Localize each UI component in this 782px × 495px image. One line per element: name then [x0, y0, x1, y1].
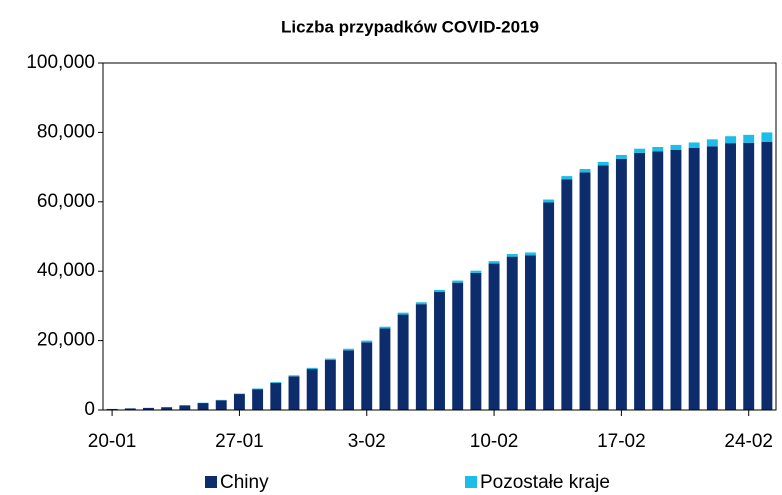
bar: [615, 158, 627, 410]
bar: [124, 408, 136, 410]
bar: [452, 280, 464, 283]
bar: [452, 282, 464, 410]
y-tick-label: 100,000: [26, 52, 95, 73]
bar: [543, 202, 555, 410]
bar: [524, 252, 536, 256]
x-tick-label: 20-01: [88, 431, 137, 452]
bar: [506, 254, 518, 257]
y-tick-label: 20,000: [37, 330, 95, 351]
bar: [324, 358, 336, 361]
bar: [706, 146, 718, 410]
bar: [288, 376, 300, 410]
bar: [634, 148, 646, 153]
legend-swatch: [205, 476, 217, 488]
bar: [306, 369, 318, 410]
bar: [270, 382, 282, 383]
bar: [379, 328, 391, 410]
bar: [506, 256, 518, 410]
plot-frame: [102, 62, 777, 411]
bar: [561, 179, 573, 410]
bar: [615, 154, 627, 159]
y-tick-label: 40,000: [37, 260, 95, 281]
bar: [415, 302, 427, 305]
bar: [670, 149, 682, 410]
bar: [652, 151, 664, 411]
bar: [543, 199, 555, 203]
chart-title: Liczba przypadków COVID-2019: [281, 17, 539, 36]
bar: [470, 272, 482, 410]
bar: [361, 342, 373, 410]
bar: [288, 375, 300, 377]
bar: [470, 270, 482, 273]
bar: [143, 407, 154, 410]
bar: [434, 289, 445, 293]
bar: [252, 389, 264, 410]
bar: [652, 146, 664, 152]
bar: [324, 360, 336, 410]
y-tick-label: 60,000: [37, 191, 95, 212]
bar: [688, 148, 700, 410]
bar: [670, 144, 682, 150]
x-tick-label: 27-01: [215, 431, 264, 452]
bar: [415, 304, 427, 410]
bar: [106, 408, 118, 410]
bar: [761, 141, 773, 411]
bar: [361, 340, 373, 343]
bar: [233, 393, 245, 395]
bar: [306, 367, 318, 370]
x-tick-label: 10-02: [470, 431, 519, 452]
x-tick-label: 3-02: [348, 431, 386, 452]
bar: [688, 142, 700, 149]
bar: [743, 134, 755, 143]
bar: [597, 161, 609, 166]
legend-swatch: [465, 476, 477, 488]
bar: [379, 326, 391, 329]
bar: [397, 314, 409, 410]
bar: [706, 139, 718, 147]
bar: [161, 407, 173, 410]
bar: [233, 394, 245, 410]
bar: [343, 350, 355, 410]
bar: [179, 405, 191, 410]
y-tick-label: 0: [84, 399, 95, 420]
bar: [397, 312, 409, 315]
bar: [197, 403, 209, 410]
x-tick-label: 24-02: [724, 431, 773, 452]
bar: [252, 388, 264, 390]
legend-label: Chiny: [220, 472, 269, 493]
bar: [579, 169, 591, 173]
bar: [524, 255, 536, 410]
bar: [434, 292, 445, 410]
bar: [215, 400, 227, 410]
bar: [743, 142, 755, 410]
y-tick-label: 80,000: [37, 121, 95, 142]
bar: [579, 172, 591, 410]
legend-label: Pozostałe kraje: [480, 472, 610, 493]
bar: [725, 143, 736, 411]
bar: [597, 165, 609, 410]
bar: [761, 132, 773, 142]
bar: [270, 382, 282, 410]
bar: [561, 176, 573, 180]
bar: [634, 152, 646, 411]
x-tick-label: 17-02: [597, 431, 646, 452]
bar: [725, 136, 736, 144]
bar: [343, 348, 355, 351]
bar: [488, 263, 500, 410]
bar: [488, 261, 500, 264]
